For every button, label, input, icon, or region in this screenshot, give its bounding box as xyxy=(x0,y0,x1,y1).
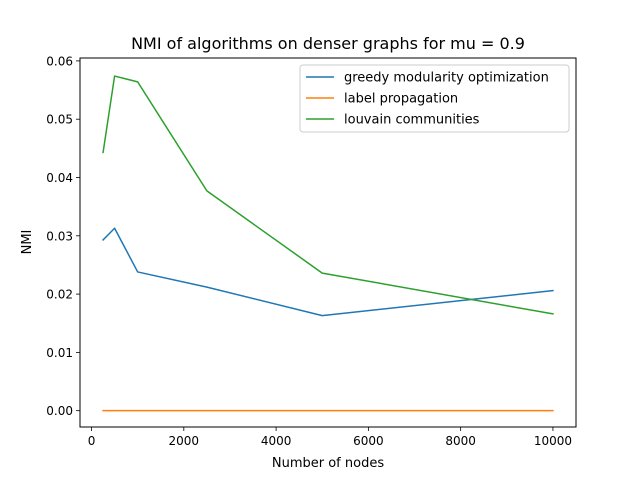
plot-frame xyxy=(79,57,577,428)
y-tick-label: 0.03 xyxy=(46,229,73,243)
x-axis: 0 2000 4000 6000 8000 10000 xyxy=(88,427,572,448)
legend-label-label-propagation: label propagation xyxy=(344,92,458,107)
series-line-louvain-communities xyxy=(102,75,554,315)
series-line-greedy-modularity-optimization xyxy=(102,227,554,317)
legend: greedy modularity optimization label prop… xyxy=(299,64,570,133)
y-tick-label: 0.00 xyxy=(46,404,73,418)
x-tick-label: 2000 xyxy=(169,434,200,448)
legend-frame xyxy=(299,64,570,133)
x-tick-label: 8000 xyxy=(445,434,476,448)
chart-title: NMI of algorithms on denser graphs for m… xyxy=(131,34,525,53)
series-layer xyxy=(102,75,554,412)
x-tick-label: 0 xyxy=(88,434,96,448)
y-tick-label: 0.06 xyxy=(46,54,73,68)
y-tick-label: 0.05 xyxy=(46,113,73,127)
legend-label-louvain-communities: louvain communities xyxy=(344,113,480,128)
y-axis: 0.00 0.01 0.02 0.03 0.04 0.05 0.06 xyxy=(46,54,80,418)
y-tick-label: 0.01 xyxy=(46,346,73,360)
x-tick-label: 4000 xyxy=(261,434,292,448)
x-axis-label: Number of nodes xyxy=(272,456,384,471)
x-tick-label: 10000 xyxy=(534,434,572,448)
legend-label-greedy-modularity-optimization: greedy modularity optimization xyxy=(344,71,549,86)
y-tick-label: 0.02 xyxy=(46,288,73,302)
y-tick-label: 0.04 xyxy=(46,171,73,185)
x-tick-label: 6000 xyxy=(353,434,384,448)
y-axis-label: NMI xyxy=(20,230,35,255)
